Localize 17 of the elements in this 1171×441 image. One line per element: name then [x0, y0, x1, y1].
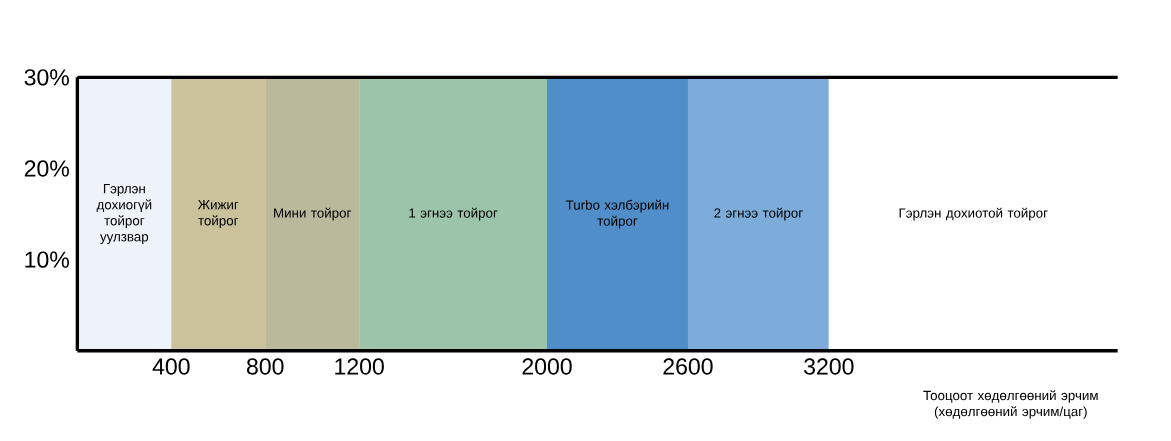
x-tick-label: 2000: [522, 358, 572, 375]
x-axis-title: Тооцоот хөдөлгөөний эрчим (хөдөлгөөний эрчим/цаг): [923, 389, 1098, 419]
series-label: Мини тойрог: [274, 207, 351, 221]
x-tick-label: 800: [247, 358, 284, 375]
y-tick-label: 20%: [24, 160, 69, 177]
series-label: Жижиг тойрог: [197, 199, 239, 228]
x-tick-label: 2600: [663, 358, 713, 375]
x-tick-label: 1200: [335, 358, 384, 375]
series-label: 2 эгнээ тойрог: [714, 207, 803, 221]
x-tick-label: 3200: [804, 358, 854, 375]
series-label: Гэрлэн дохиогүй тойрог уулзвар: [96, 183, 152, 244]
y-tick-label: 30%: [24, 68, 69, 86]
y-tick-label: 10%: [25, 251, 69, 268]
x-tick-label: 400: [152, 358, 190, 375]
series-label: Гэрлэн дохиотой тойрог: [899, 207, 1048, 221]
series-label: Turbo хэлбэрийн тойрог: [565, 199, 669, 229]
series-label: 1 эгнээ тойрог: [409, 207, 498, 221]
